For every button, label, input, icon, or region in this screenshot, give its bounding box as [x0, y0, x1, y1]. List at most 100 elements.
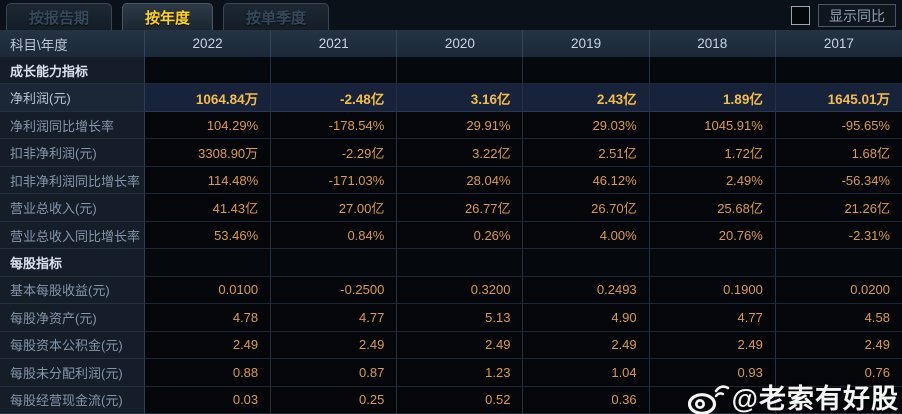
row-label: 净利润(元): [0, 84, 145, 112]
value-cell: 0.3200: [397, 276, 524, 305]
value-cell: 28.04%: [397, 166, 524, 195]
value-cell: 0.03: [145, 386, 272, 414]
value-cell: 1.89亿: [649, 84, 776, 112]
value-cell: 0.1900: [649, 276, 776, 305]
section-label: 每股指标: [0, 249, 145, 277]
section-row[interactable]: 成长能力指标: [0, 57, 902, 85]
value-cell: 1045.91%: [649, 111, 776, 140]
row-label: 净利润同比增长率: [0, 111, 145, 140]
value-cell: 1.23: [397, 359, 524, 387]
value-cell: 4.00%: [523, 221, 650, 250]
value-cell: 2.49: [523, 331, 650, 360]
value-cell: -2.48亿: [271, 84, 398, 112]
value-cell: 29.03%: [523, 111, 650, 140]
financial-indicators-table: 科目\年度 2022 2021 2020 2019 2018 2017 成长能力指标 净利润…: [0, 30, 902, 414]
value-cell: 0.2493: [523, 276, 650, 305]
corner-header: 科目\年度: [0, 30, 145, 57]
value-cell: 104.29%: [145, 111, 272, 140]
row-label: 每股资本公积金(元): [0, 331, 145, 360]
value-cell: -2.29亿: [271, 139, 398, 167]
value-cell: 26.77亿: [397, 194, 524, 222]
value-cell: 2.51亿: [523, 139, 650, 167]
row-label: 营业总收入(元): [0, 194, 145, 222]
period-tab-bar: 按报告期 按年度 按单季度 显示同比: [0, 0, 902, 30]
table-row[interactable]: 扣非净利润(元) 3308.90万 -2.29亿 3.22亿 2.51亿 1.72亿 1.6…: [0, 139, 902, 167]
value-cell: 2.49: [775, 331, 902, 360]
value-cell: 1.04: [523, 359, 650, 387]
table-row[interactable]: 每股净资产(元) 4.78 4.77 5.13 4.90 4.77 4.58: [0, 304, 902, 332]
row-label: 基本每股收益(元): [0, 276, 145, 305]
value-cell: 2.49: [649, 331, 776, 360]
row-label: 扣非净利润同比增长率: [0, 166, 145, 195]
value-cell: 3.16亿: [397, 84, 524, 112]
value-cell: 1064.84万: [145, 84, 272, 112]
year-header[interactable]: 2018: [650, 30, 776, 57]
value-cell: 114.48%: [145, 166, 272, 195]
value-cell: -95.65%: [775, 111, 902, 140]
value-cell: 0.52: [397, 386, 524, 414]
row-label: 每股未分配利润(元): [0, 359, 145, 387]
value-cell: [775, 386, 902, 414]
empty-cell: [145, 57, 272, 85]
value-cell: 3.22亿: [397, 139, 524, 167]
value-cell: 1.68亿: [775, 139, 902, 167]
empty-cell: [775, 249, 902, 277]
value-cell: [649, 386, 776, 414]
tab-by-single-quarter[interactable]: 按单季度: [223, 3, 330, 30]
value-cell: 0.84%: [271, 221, 398, 250]
value-cell: 2.49%: [649, 166, 776, 195]
year-header[interactable]: 2021: [271, 30, 398, 57]
value-cell: 4.77: [271, 304, 398, 332]
tab-by-report-period[interactable]: 按报告期: [6, 3, 113, 30]
year-header[interactable]: 2020: [397, 30, 524, 57]
value-cell: 46.12%: [523, 166, 650, 195]
value-cell: 2.49: [145, 331, 272, 360]
show-yoy-checkbox[interactable]: [791, 6, 810, 25]
value-cell: 5.13: [397, 304, 524, 332]
value-cell: -0.2500: [271, 276, 398, 305]
year-header[interactable]: 2022: [145, 30, 272, 57]
table-row[interactable]: 每股经营现金流(元) 0.03 0.25 0.52 0.36: [0, 386, 902, 414]
value-cell: -171.03%: [271, 166, 398, 195]
value-cell: 0.88: [145, 359, 272, 387]
empty-cell: [145, 249, 272, 277]
value-cell: 3308.90万: [145, 139, 272, 167]
value-cell: 4.78: [145, 304, 272, 332]
value-cell: 4.58: [775, 304, 902, 332]
section-label: 成长能力指标: [0, 57, 145, 85]
table-row[interactable]: 基本每股收益(元) 0.0100 -0.2500 0.3200 0.2493 0.1900…: [0, 276, 902, 305]
table-row[interactable]: 每股资本公积金(元) 2.49 2.49 2.49 2.49 2.49 2.49: [0, 331, 902, 360]
value-cell: -56.34%: [775, 166, 902, 195]
year-header[interactable]: 2017: [823, 36, 854, 51]
value-cell: 27.00亿: [271, 194, 398, 222]
value-cell: 4.77: [649, 304, 776, 332]
tab-by-year[interactable]: 按年度: [122, 3, 214, 30]
value-cell: 0.76: [775, 359, 902, 387]
year-header[interactable]: 2019: [523, 30, 650, 57]
empty-cell: [523, 57, 650, 85]
value-cell: 0.26%: [397, 221, 524, 250]
show-yoy-button[interactable]: 显示同比: [818, 4, 896, 27]
value-cell: 0.0100: [145, 276, 272, 305]
value-cell: 2.43亿: [523, 84, 650, 112]
empty-cell: [775, 57, 902, 85]
value-cell: -2.31%: [775, 221, 902, 250]
value-cell: 53.46%: [145, 221, 272, 250]
empty-cell: [271, 57, 398, 85]
empty-cell: [523, 249, 650, 277]
table-row[interactable]: 每股未分配利润(元) 0.88 0.87 1.23 1.04 0.93 0.76: [0, 359, 902, 387]
value-cell: 0.0200: [775, 276, 902, 305]
row-label: 每股净资产(元): [0, 304, 145, 332]
row-label: 营业总收入同比增长率: [0, 221, 145, 250]
table-row[interactable]: 扣非净利润同比增长率 114.48% -171.03% 28.04% 46.12% 2.4…: [0, 166, 902, 195]
section-row[interactable]: 每股指标: [0, 249, 902, 277]
empty-cell: [649, 249, 776, 277]
empty-cell: [271, 249, 398, 277]
table-row[interactable]: 营业总收入(元) 41.43亿 27.00亿 26.77亿 26.70亿 25.68亿 21…: [0, 194, 902, 222]
value-cell: 0.25: [271, 386, 398, 414]
table-row[interactable]: 营业总收入同比增长率 53.46% 0.84% 0.26% 4.00% 20.76% -2.…: [0, 221, 902, 250]
table-row[interactable]: 净利润同比增长率 104.29% -178.54% 29.91% 29.03% 1045.…: [0, 111, 902, 140]
table-row[interactable]: 净利润(元) 1064.84万 -2.48亿 3.16亿 2.43亿 1.89亿 1645.…: [0, 84, 902, 112]
yoy-controls: 显示同比: [791, 4, 896, 27]
